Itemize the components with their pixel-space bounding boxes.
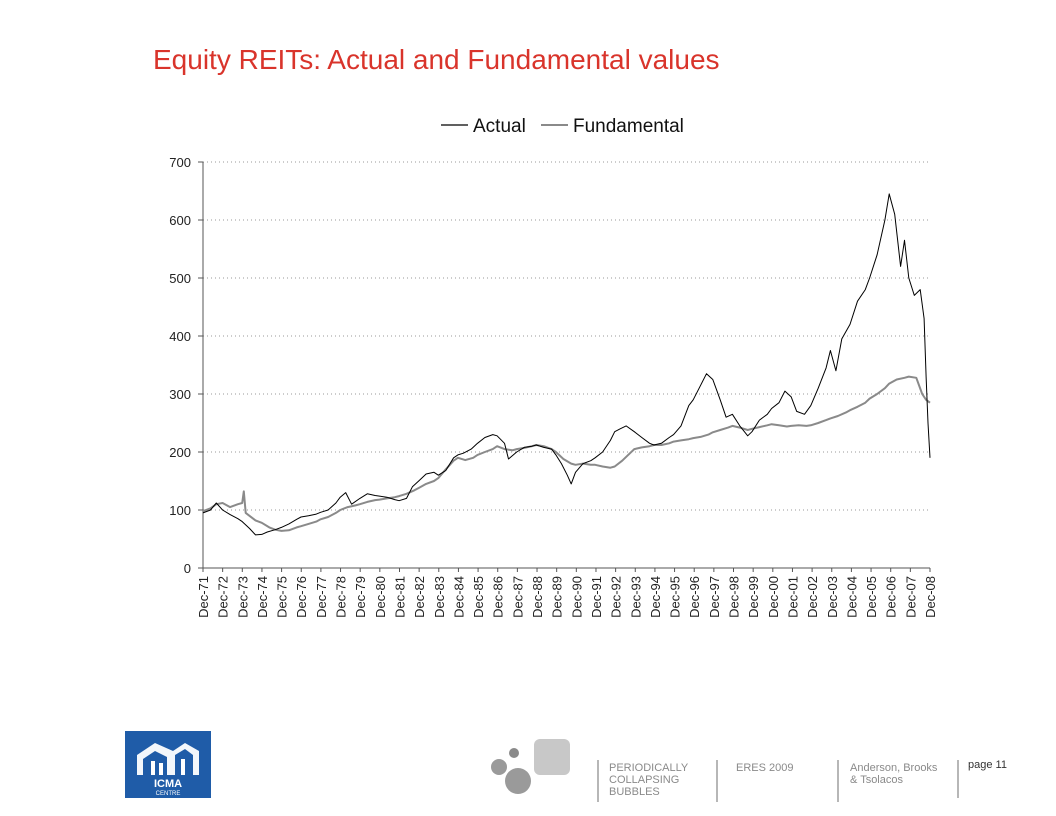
footer-topic-line: BUBBLES [609,786,660,798]
footer-topic-line: PERIODICALLY [609,762,689,774]
x-tick-label: Dec-79 [353,576,368,618]
axes [198,161,931,572]
x-tick-label: Dec-74 [255,576,270,618]
footer-topic-line: COLLAPSING [609,774,680,786]
decorative-dots [486,736,576,800]
y-tick-label: 100 [169,503,191,518]
x-tick-label: Dec-91 [589,576,604,618]
x-tick-label: Dec-81 [392,576,407,618]
footer-divider [837,760,839,802]
x-tick-label: Dec-05 [864,576,879,618]
y-tick-label: 600 [169,213,191,228]
footer-authors: Anderson, Brooks & Tsolacos [850,762,937,786]
y-tick-label: 700 [169,155,191,170]
legend-label-fundamental: Fundamental [573,116,684,137]
footer-conference: ERES 2009 [736,762,794,774]
x-tick-label: Dec-00 [766,576,781,618]
series-line-fundamental [202,375,931,532]
x-tick-label: Dec-07 [903,576,918,618]
x-tick-label: Dec-93 [628,576,643,618]
footer-topic: PERIODICALLY COLLAPSING BUBBLES [609,762,688,798]
x-tick-label: Dec-97 [707,576,722,618]
x-tick-label: Dec-94 [648,576,663,618]
x-tick-label: Dec-76 [294,576,309,618]
y-tick-label: 400 [169,329,191,344]
x-tick-label: Dec-80 [373,576,388,618]
y-tick-label: 200 [169,445,191,460]
x-tick-label: Dec-96 [687,576,702,618]
legend: Actual Fundamental [441,116,684,137]
x-tick-label: Dec-75 [275,576,290,618]
x-tick-label: Dec-78 [334,576,349,618]
x-tick-label: Dec-92 [609,576,624,618]
y-tick-label: 500 [169,271,191,286]
series-lines [202,193,931,536]
icma-centre-logo: ICMA CENTRE [125,731,211,798]
x-tick-label: Dec-02 [805,576,820,618]
y-tick-labels: 0 100 200 300 400 500 600 700 [169,155,191,576]
x-tick-label: Dec-98 [727,576,742,618]
x-tick-label: Dec-83 [432,576,447,618]
logo-text-top: ICMA [154,778,182,790]
x-tick-label: Dec-87 [510,576,525,618]
x-tick-label: Dec-03 [825,576,840,618]
x-tick-labels: Dec-71 Dec-72 Dec-73 Dec-74 Dec-75 Dec-76 Dec-… [196,576,938,618]
x-tick-label: Dec-72 [216,576,231,618]
x-tick-label: Dec-99 [746,576,761,618]
x-tick-label: Dec-77 [314,576,329,618]
x-tick-label: Dec-85 [471,576,486,618]
slide-title: Equity REITs: Actual and Fundamental val… [153,44,720,75]
x-tick-label: Dec-82 [412,576,427,618]
x-tick-label: Dec-84 [451,576,466,618]
x-tick-label: Dec-06 [884,576,899,618]
x-tick-label: Dec-04 [844,576,859,618]
footer-author-line: & Tsolacos [850,774,903,786]
gridlines [203,161,930,511]
series-line-actual [202,193,931,536]
footer-divider [597,760,599,802]
x-tick-label: Dec-86 [491,576,506,618]
x-tick-label: Dec-90 [569,576,584,618]
x-tick-label: Dec-71 [196,576,211,618]
x-tick-label: Dec-89 [550,576,565,618]
x-tick-label: Dec-95 [668,576,683,618]
page-number: page 11 [968,759,1007,771]
y-tick-label: 300 [169,387,191,402]
y-tick-label: 0 [184,561,191,576]
footer-author-line: Anderson, Brooks [850,762,938,774]
footer-divider [957,760,959,798]
x-tick-label: Dec-01 [785,576,800,618]
x-tick-label: Dec-73 [235,576,250,618]
footer-divider [716,760,718,802]
x-tick-label: Dec-88 [530,576,545,618]
legend-label-actual: Actual [473,116,526,137]
logo-text-bottom: CENTRE [156,791,181,797]
x-tick-label: Dec-08 [923,576,938,618]
